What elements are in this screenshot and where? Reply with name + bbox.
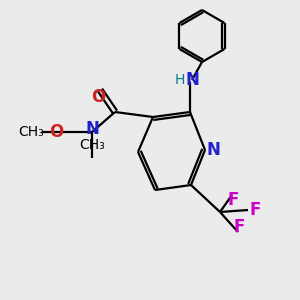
Text: N: N <box>85 120 99 138</box>
Text: O: O <box>49 123 63 141</box>
Text: F: F <box>233 218 245 236</box>
Text: F: F <box>249 201 261 219</box>
Text: CH₃: CH₃ <box>79 138 105 152</box>
Text: N: N <box>185 71 199 89</box>
Text: F: F <box>227 191 239 209</box>
Text: H: H <box>175 73 185 87</box>
Text: CH₃: CH₃ <box>18 125 44 139</box>
Text: O: O <box>91 88 105 106</box>
Text: N: N <box>206 141 220 159</box>
